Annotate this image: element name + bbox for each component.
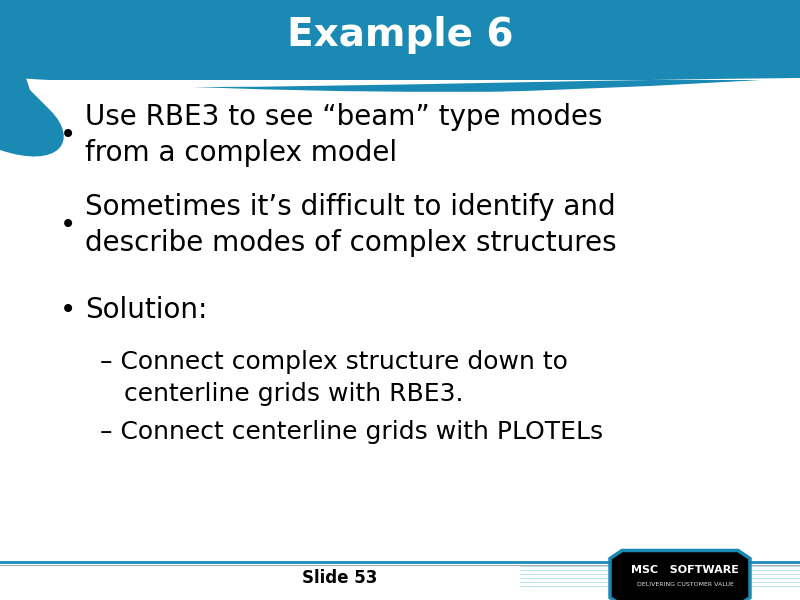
Text: – Connect complex structure down to
   centerline grids with RBE3.: – Connect complex structure down to cent… <box>100 350 568 406</box>
FancyBboxPatch shape <box>0 0 800 80</box>
Text: •: • <box>60 211 76 239</box>
PathPatch shape <box>0 0 64 157</box>
PathPatch shape <box>0 77 800 95</box>
Text: Use RBE3 to see “beam” type modes
from a complex model: Use RBE3 to see “beam” type modes from a… <box>85 103 602 167</box>
Text: MSC   SOFTWARE: MSC SOFTWARE <box>631 565 739 575</box>
Text: Slide 53: Slide 53 <box>302 569 378 587</box>
Text: Example 6: Example 6 <box>286 16 514 54</box>
Text: •: • <box>60 296 76 324</box>
PathPatch shape <box>0 77 800 600</box>
Text: DELIVERING CUSTOMER VALUE: DELIVERING CUSTOMER VALUE <box>637 581 734 587</box>
Text: •: • <box>60 121 76 149</box>
Text: Solution:: Solution: <box>85 296 207 324</box>
Polygon shape <box>610 551 750 600</box>
Text: Sometimes it’s difficult to identify and
describe modes of complex structures: Sometimes it’s difficult to identify and… <box>85 193 617 257</box>
Text: – Connect centerline grids with PLOTELs: – Connect centerline grids with PLOTELs <box>100 420 603 444</box>
PathPatch shape <box>0 78 800 87</box>
